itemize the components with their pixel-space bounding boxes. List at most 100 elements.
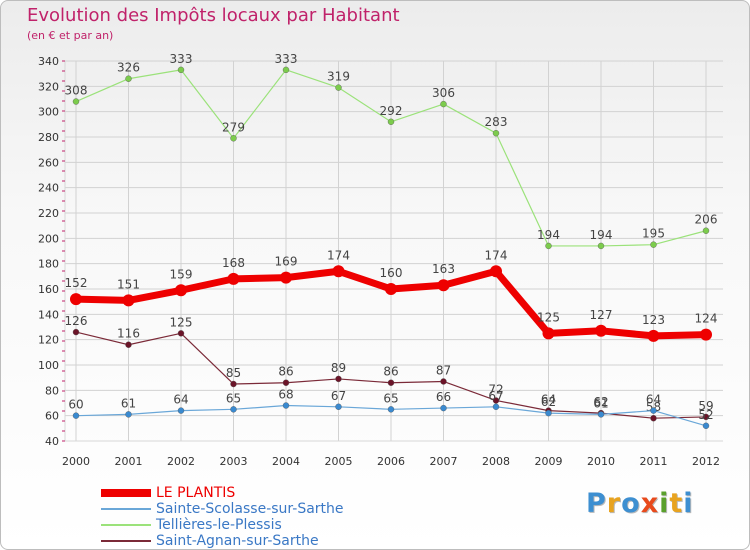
data-label: 64: [541, 393, 556, 407]
data-point: [125, 341, 132, 348]
x-tick-label: 2011: [640, 455, 668, 468]
data-label: 319: [327, 70, 350, 84]
data-point: [440, 100, 447, 108]
data-point: [700, 328, 712, 341]
data-label: 62: [541, 395, 556, 409]
y-tick-label: 60: [45, 410, 59, 423]
data-label: 279: [222, 120, 245, 134]
y-tick-label: 140: [38, 308, 59, 321]
data-label: 65: [226, 391, 241, 405]
x-tick-label: 2000: [62, 455, 90, 468]
x-tick-label: 2006: [377, 455, 405, 468]
data-point: [492, 129, 500, 137]
data-point: [227, 272, 240, 285]
y-tick-label: 80: [45, 384, 59, 397]
y-tick-label: 260: [38, 156, 59, 169]
y-tick-label: 340: [38, 55, 59, 68]
data-label: 65: [383, 391, 398, 405]
data-point: [437, 279, 450, 292]
data-label: 125: [170, 315, 193, 329]
data-point: [177, 407, 185, 414]
data-label: 116: [117, 327, 140, 341]
x-tick-label: 2001: [115, 455, 143, 468]
data-point: [125, 75, 132, 82]
data-point: [595, 324, 607, 337]
data-label: 59: [698, 399, 713, 413]
data-label: 127: [590, 308, 613, 322]
x-tick-label: 2012: [692, 455, 720, 468]
data-point: [335, 403, 342, 410]
legend-label: LE PLANTIS: [156, 485, 236, 501]
logo-letter: i: [659, 488, 670, 519]
data-point: [597, 242, 605, 250]
data-point: [702, 422, 710, 429]
data-point: [702, 227, 710, 234]
data-point: [490, 265, 502, 278]
data-label: 292: [380, 104, 403, 118]
data-label: 52: [698, 408, 713, 422]
proxiti-logo: Proxiti: [586, 488, 694, 519]
data-point: [440, 378, 447, 385]
data-point: [230, 380, 237, 388]
x-tick-label: 2003: [220, 455, 248, 468]
data-label: 159: [170, 267, 193, 281]
data-point: [647, 329, 660, 342]
data-label: 68: [278, 388, 293, 402]
data-label: 61: [593, 396, 608, 410]
logo-letter: o: [621, 488, 641, 519]
data-label: 194: [537, 228, 560, 242]
data-label: 326: [117, 61, 140, 75]
x-tick-label: 2009: [535, 455, 563, 468]
logo-letter: x: [640, 488, 660, 519]
data-point: [335, 84, 342, 91]
data-label: 123: [642, 313, 665, 327]
y-tick-label: 280: [38, 131, 59, 144]
legend-item-le-plantis: LE PLANTIS: [101, 485, 401, 501]
logo-letter: P: [586, 488, 607, 519]
legend-label: Saint-Agnan-sur-Sarthe: [156, 533, 319, 549]
y-tick-label: 180: [38, 258, 59, 271]
data-point: [542, 327, 555, 340]
data-label: 86: [383, 365, 398, 379]
data-label: 195: [642, 227, 665, 241]
data-point: [387, 118, 395, 126]
data-point: [122, 294, 135, 307]
data-point: [385, 283, 397, 295]
data-point: [545, 409, 552, 417]
data-point: [280, 271, 292, 284]
data-point: [72, 328, 80, 336]
data-label: 67: [488, 389, 503, 403]
x-tick-label: 2004: [272, 455, 300, 468]
y-tick-label: 300: [38, 106, 59, 119]
data-label: 87: [436, 363, 451, 377]
x-tick-label: 2007: [430, 455, 458, 468]
data-label: 62: [593, 395, 608, 409]
legend-swatch: [101, 508, 151, 510]
data-label: 125: [537, 310, 560, 324]
data-label: 174: [327, 248, 350, 262]
data-label: 89: [331, 361, 346, 375]
x-tick-label: 2005: [325, 455, 353, 468]
data-point: [230, 406, 237, 413]
data-label: 124: [695, 312, 718, 326]
data-label: 67: [331, 389, 346, 403]
y-tick-label: 320: [38, 80, 59, 93]
legend-label: Sainte-Scolasse-sur-Sarthe: [156, 501, 344, 517]
data-label: 72: [488, 382, 503, 396]
data-point: [387, 406, 395, 413]
data-point: [650, 241, 657, 248]
logo-letter: t: [669, 488, 684, 519]
y-tick-label: 240: [38, 182, 59, 195]
data-point: [545, 242, 552, 250]
legend-item-saint-agnan: Saint-Agnan-sur-Sarthe: [101, 533, 401, 549]
data-point: [72, 412, 80, 419]
data-point: [282, 402, 290, 409]
y-tick-label: 100: [38, 359, 59, 372]
chart-subtitle: (en € et par an): [27, 29, 114, 42]
data-label: 194: [590, 228, 613, 242]
data-point: [492, 403, 500, 410]
data-label: 86: [278, 365, 293, 379]
data-point: [125, 411, 132, 418]
data-point: [387, 379, 395, 386]
logo-letter: r: [606, 488, 622, 519]
